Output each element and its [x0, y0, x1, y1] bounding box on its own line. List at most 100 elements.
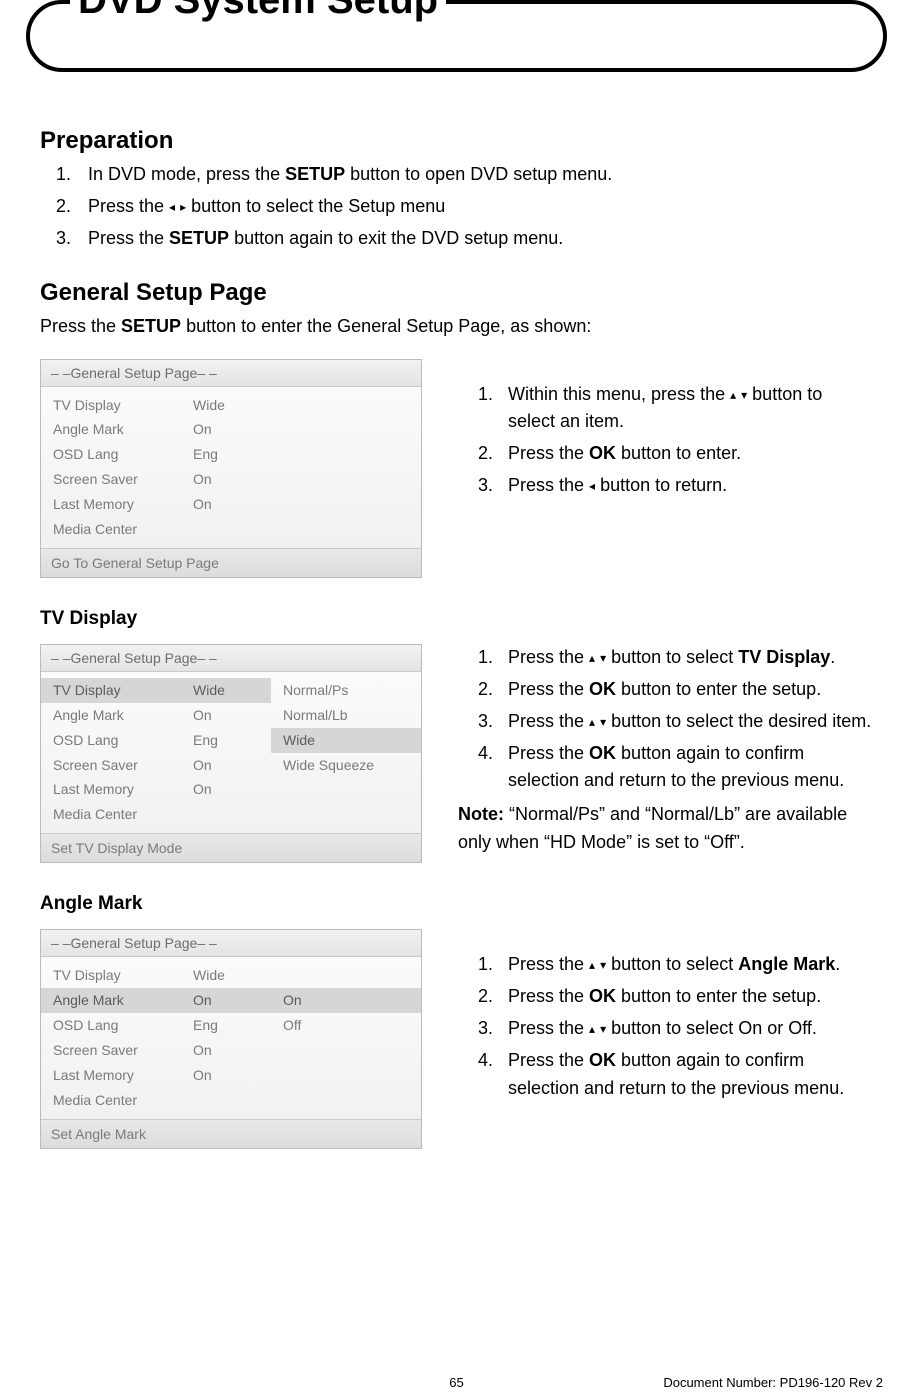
panel-value: On [181, 417, 271, 442]
panel-label: OSD Lang [41, 1013, 181, 1038]
text: button to enter. [616, 443, 741, 463]
panel-label: Media Center [41, 517, 181, 542]
note-label: Note: [458, 804, 504, 824]
text: . [835, 954, 840, 974]
panel-labels-col: TV Display Angle Mark OSD Lang Screen Sa… [41, 672, 181, 833]
panel-options-col: Normal/Ps Normal/Lb Wide Wide Squeeze [271, 672, 421, 833]
prep-step-1: In DVD mode, press the SETUP button to o… [76, 161, 873, 189]
panel-footer: Go To General Setup Page [41, 548, 421, 577]
panel-footer: Set TV Display Mode [41, 833, 421, 862]
left-arrow-icon: ◂ [169, 201, 175, 213]
text: Press the [40, 316, 121, 336]
panel-header: – –General Setup Page– – [41, 645, 421, 672]
panel-option [271, 963, 421, 988]
text: button to enter the General Setup Page, … [181, 316, 591, 336]
text: Press the [508, 647, 589, 667]
panel-body: TV Display Angle Mark OSD Lang Screen Sa… [41, 957, 421, 1118]
text: button again to exit the DVD setup menu. [229, 228, 563, 248]
panel-option: Wide Squeeze [271, 753, 421, 778]
panel-label-selected: Angle Mark [41, 988, 181, 1013]
step: Press the ▴ ▾ button to select Angle Mar… [498, 951, 873, 979]
panel-value: On [181, 777, 271, 802]
text: button to select [606, 954, 738, 974]
page-number: 65 [449, 1375, 463, 1390]
panel-option: Off [271, 1013, 421, 1038]
panel-value: On [181, 753, 271, 778]
up-arrow-icon: ▴ [589, 716, 595, 728]
text: button to select On or Off. [606, 1018, 817, 1038]
step: Press the OK button again to confirm sel… [498, 1047, 873, 1103]
text: button to select the Setup menu [186, 196, 445, 216]
text: button to enter the setup. [616, 986, 821, 1006]
panel-values-col: Wide On Eng On On [181, 957, 271, 1118]
text-bold: OK [589, 1050, 616, 1070]
panel-label: TV Display [41, 963, 181, 988]
step: Press the OK button to enter the setup. [498, 676, 873, 704]
text: Press the [508, 679, 589, 699]
panel-value: Eng [181, 728, 271, 753]
text: Press the [88, 196, 169, 216]
general-steps-col: Within this menu, press the ▴ ▾ button t… [458, 359, 873, 505]
panel-header: – –General Setup Page– – [41, 930, 421, 957]
panel-value: On [181, 467, 271, 492]
text: button to open DVD setup menu. [345, 164, 612, 184]
text: In DVD mode, press the [88, 164, 285, 184]
text-bold: OK [589, 443, 616, 463]
text: Press the [508, 475, 589, 495]
panel-value-selected: Wide [181, 678, 271, 703]
panel-label: OSD Lang [41, 442, 181, 467]
text: Press the [508, 1018, 589, 1038]
up-arrow-icon: ▴ [589, 959, 595, 971]
panel-value: On [181, 492, 271, 517]
panel-value: On [181, 703, 271, 728]
title-frame: DVD System Setup [26, 0, 887, 72]
tv-display-panel: – –General Setup Page– – TV Display Angl… [40, 644, 422, 863]
angle-mark-panel: – –General Setup Page– – TV Display Angl… [40, 929, 422, 1148]
panel-values-col: Wide On Eng On On [181, 672, 271, 833]
text-bold: OK [589, 679, 616, 699]
panel-option: Normal/Lb [271, 703, 421, 728]
panel-value: Eng [181, 442, 271, 467]
text: . [830, 647, 835, 667]
step: Press the ▴ ▾ button to select TV Displa… [498, 644, 873, 672]
text: button to enter the setup. [616, 679, 821, 699]
angle-mark-row: – –General Setup Page– – TV Display Angl… [40, 929, 873, 1148]
panel-footer: Set Angle Mark [41, 1119, 421, 1148]
prep-step-3: Press the SETUP button again to exit the… [76, 225, 873, 253]
up-arrow-icon: ▴ [730, 389, 736, 401]
left-arrow-icon: ◂ [589, 480, 595, 492]
panel-value: On [181, 1038, 271, 1063]
angle-mark-steps: Press the ▴ ▾ button to select Angle Mar… [458, 951, 873, 1102]
panel-value-selected: On [181, 988, 271, 1013]
preparation-heading: Preparation [40, 127, 873, 155]
panel-label: Screen Saver [41, 753, 181, 778]
panel-option-selected: Wide [271, 728, 421, 753]
tv-display-heading: TV Display [40, 608, 873, 630]
panel-label-selected: TV Display [41, 678, 181, 703]
general-step: Press the ◂ button to return. [498, 472, 873, 500]
page-title: DVD System Setup [70, 0, 446, 23]
prep-step-2: Press the ◂ ▸ button to select the Setup… [76, 193, 873, 221]
panel-labels-col: TV Display Angle Mark OSD Lang Screen Sa… [41, 387, 181, 548]
panel-label: Angle Mark [41, 703, 181, 728]
general-intro: Press the SETUP button to enter the Gene… [40, 313, 873, 341]
panel-value [181, 802, 271, 808]
general-row: – –General Setup Page– – TV Display Angl… [40, 359, 873, 578]
panel-option-selected: On [271, 988, 421, 1013]
general-heading: General Setup Page [40, 279, 873, 307]
general-step: Within this menu, press the ▴ ▾ button t… [498, 381, 873, 437]
tv-display-note: Note: “Normal/Ps” and “Normal/Lb” are av… [458, 801, 873, 857]
panel-label: Last Memory [41, 777, 181, 802]
panel-header: – –General Setup Page– – [41, 360, 421, 387]
step: Press the ▴ ▾ button to select the desir… [498, 708, 873, 736]
panel-value: Wide [181, 393, 271, 418]
panel-body: TV Display Angle Mark OSD Lang Screen Sa… [41, 387, 421, 548]
step: Press the ▴ ▾ button to select On or Off… [498, 1015, 873, 1043]
text: Press the [508, 1050, 589, 1070]
text-bold: SETUP [285, 164, 345, 184]
panel-options-col: On Off [271, 957, 421, 1118]
text-bold: OK [589, 986, 616, 1006]
text-bold: TV Display [738, 647, 830, 667]
general-step: Press the OK button to enter. [498, 440, 873, 468]
text: Press the [508, 954, 589, 974]
